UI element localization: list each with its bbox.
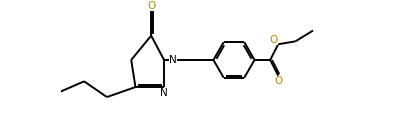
Text: O: O [147, 1, 155, 11]
Text: N: N [160, 88, 168, 98]
Text: O: O [270, 35, 278, 45]
Text: N: N [169, 55, 177, 65]
Text: O: O [274, 76, 282, 86]
